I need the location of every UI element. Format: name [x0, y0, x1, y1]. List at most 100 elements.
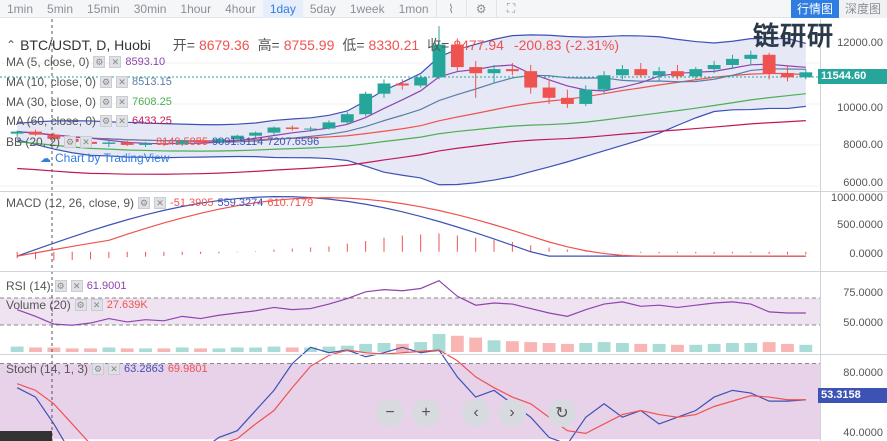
- bb-basis-value: 8149.5855: [156, 136, 209, 148]
- price-axis[interactable]: 12000.00 10000.00 8000.00 6000.00: [820, 19, 887, 191]
- tradingview-attribution[interactable]: ☁ Chart by TradingView: [40, 151, 170, 165]
- close-icon[interactable]: ✕: [90, 299, 103, 311]
- volume-bar: [799, 344, 813, 352]
- pane-divider: [0, 271, 887, 272]
- timeframe-30min[interactable]: 30min: [133, 1, 167, 16]
- bb-upper-value: 9091.5114: [212, 136, 264, 148]
- candle-body: [175, 141, 189, 145]
- close-label: 收=: [427, 37, 450, 53]
- settings-icon[interactable]: ⚙: [74, 299, 87, 311]
- candle-body: [781, 73, 794, 78]
- volume-bar: [524, 342, 538, 352]
- macd-axis[interactable]: 1000.0000 500.0000 0.0000: [820, 192, 887, 271]
- candle-body: [377, 83, 391, 94]
- open-label: 开=: [172, 37, 195, 53]
- settings-icon[interactable]: ⚙: [54, 280, 67, 292]
- macd-hist-value: -51.3905: [170, 197, 214, 209]
- volume-bar: [671, 344, 684, 352]
- close-icon[interactable]: ✕: [116, 76, 129, 88]
- price-tick: 12000.00: [837, 37, 883, 49]
- close-icon[interactable]: ✕: [116, 115, 129, 127]
- timeframe-5min[interactable]: 5min: [47, 1, 74, 16]
- timeframe-1week[interactable]: 1week: [349, 1, 385, 16]
- ma30-label: MA (30, close, 0): [6, 95, 97, 109]
- low-label: 低=: [342, 37, 365, 53]
- volume-bar: [157, 348, 171, 352]
- volume-bar: [616, 343, 629, 352]
- candle-body: [634, 69, 648, 76]
- zoom-in-button[interactable]: +: [412, 399, 440, 427]
- fullscreen-icon[interactable]: ⛶: [495, 0, 526, 18]
- reset-chart-button[interactable]: ↻: [548, 399, 576, 427]
- volume-bar: [377, 343, 391, 352]
- candle-body: [744, 54, 758, 59]
- volume-bar: [29, 347, 42, 352]
- ma10-label: MA (10, close, 0): [6, 75, 97, 89]
- close-icon[interactable]: ✕: [154, 197, 167, 209]
- volume-value: 27.639K: [106, 299, 148, 311]
- close-icon[interactable]: ✕: [116, 96, 129, 108]
- ma5-legend: MA (5, close, 0) ⚙ ✕ 8593.10: [6, 55, 165, 69]
- volume-bar: [469, 337, 483, 352]
- candle-body: [322, 122, 336, 129]
- collapse-icon[interactable]: ⌃: [6, 38, 17, 52]
- candle-body: [524, 71, 538, 88]
- close-icon[interactable]: ✕: [108, 363, 121, 375]
- timeframe-1hour[interactable]: 1hour: [180, 1, 212, 16]
- timeframe-1min[interactable]: 1min: [7, 1, 34, 16]
- volume-bar: [487, 340, 501, 352]
- chart-type-icon[interactable]: ⌇: [435, 0, 466, 18]
- timeframe-1mon[interactable]: 1mon: [398, 1, 429, 16]
- candle-body: [395, 83, 409, 86]
- candle-body: [120, 142, 134, 145]
- brand-logo: 链研研: [753, 22, 835, 52]
- reset-icon: ↻: [555, 405, 569, 422]
- ma30-legend: MA (30, close, 0) ⚙ ✕ 7608.25: [6, 95, 172, 109]
- scroll-right-button[interactable]: ›: [498, 399, 526, 427]
- ma60-value: 6433.25: [132, 115, 172, 127]
- tab-depth-chart[interactable]: 深度图: [838, 0, 887, 18]
- settings-gear-icon[interactable]: ⚙: [465, 0, 496, 18]
- stoch-tick: 80.0000: [843, 367, 883, 379]
- close-icon[interactable]: ✕: [109, 56, 122, 68]
- high-label: 高=: [257, 37, 280, 53]
- settings-icon[interactable]: ⚙: [100, 76, 113, 88]
- candle-body: [432, 44, 446, 78]
- rsi-tick: 75.0000: [843, 287, 883, 299]
- candle-body: [212, 139, 226, 143]
- settings-icon[interactable]: ⚙: [100, 115, 113, 127]
- settings-icon[interactable]: ⚙: [138, 197, 151, 209]
- volume-bar: [84, 348, 97, 352]
- symbol-legend: ⌃ BTC/USDT, D, Huobi 开= 8679.36 高= 8755.99…: [6, 35, 619, 55]
- volume-bar: [139, 348, 152, 352]
- timeframe-1day[interactable]: 1day: [262, 0, 303, 18]
- volume-bar: [359, 343, 373, 352]
- candle-body: [157, 143, 171, 145]
- candle-body: [47, 134, 61, 139]
- bollinger-band-fill: [17, 34, 806, 185]
- settings-icon[interactable]: ⚙: [92, 363, 105, 375]
- volume-bar: [450, 335, 464, 352]
- candle-body: [139, 143, 152, 145]
- candle-body: [10, 131, 24, 134]
- timeframe-4hour[interactable]: 4hour: [225, 1, 256, 16]
- bb-upper-line: [17, 34, 806, 126]
- volume-bar: [47, 347, 61, 352]
- timeframe-15min[interactable]: 15min: [87, 1, 120, 16]
- candle-body: [414, 77, 428, 86]
- zoom-out-button[interactable]: −: [376, 399, 404, 427]
- timeframe-5day[interactable]: 5day: [309, 1, 336, 16]
- scroll-left-button[interactable]: ‹: [462, 399, 490, 427]
- close-icon[interactable]: ✕: [70, 280, 83, 292]
- rsi-axis[interactable]: 75.0000 50.0000: [820, 272, 887, 354]
- settings-icon[interactable]: ⚙: [100, 96, 113, 108]
- tab-market-chart[interactable]: 行情图: [790, 0, 839, 18]
- settings-icon[interactable]: ⚙: [93, 56, 106, 68]
- rsi-line: [16, 279, 806, 326]
- settings-icon[interactable]: ⚙: [64, 136, 77, 148]
- macd-legend: MACD (12, 26, close, 9) ⚙ ✕ -51.3905 559.…: [6, 196, 313, 210]
- price-tick: 8000.00: [843, 139, 883, 151]
- close-icon[interactable]: ✕: [80, 136, 93, 148]
- candle-body: [560, 97, 574, 104]
